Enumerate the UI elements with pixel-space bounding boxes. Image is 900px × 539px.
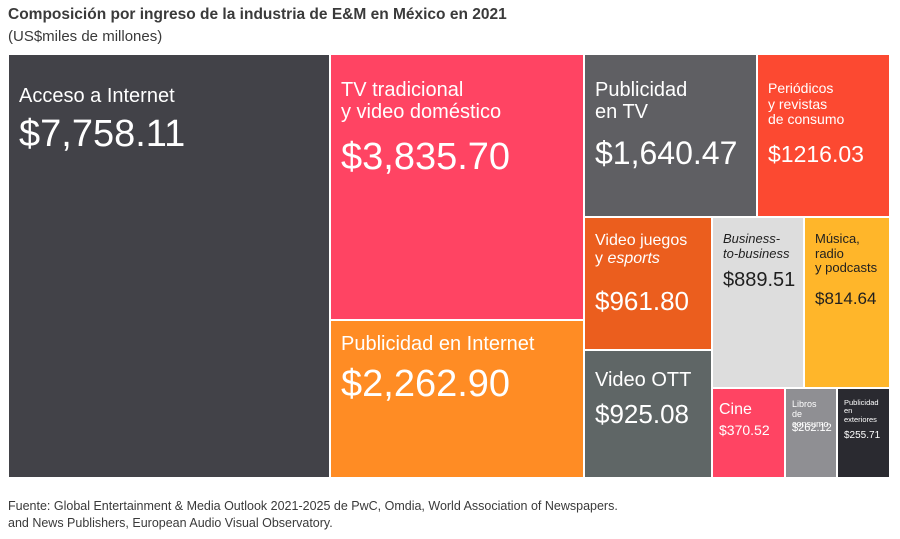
tile-publicidad-tv: Publicidad en TV $1,640.47 <box>584 54 757 217</box>
tile-value: $255.71 <box>844 430 881 441</box>
chart-subtitle: (US$miles de millones) <box>8 28 163 45</box>
tile-value: $814.64 <box>815 289 877 308</box>
tile-label: Video juegos y esports <box>595 232 688 267</box>
tile-label: Música, radio y podcasts <box>815 231 878 276</box>
treemap: Acceso a Internet $7,758.11 TV tradicional… <box>8 54 890 478</box>
tile-video-ott: Video OTT $925.08 <box>584 350 712 478</box>
tile-musica-radio-podcasts: Música, radio y podcasts $814.64 <box>804 217 890 388</box>
source-line-1: Fuente: Global Entertainment & Media Out… <box>8 499 618 513</box>
tile-libros-consumo: Libros de consumo $262.12 <box>785 388 837 478</box>
tile-value: $3,835.70 <box>341 136 511 178</box>
chart-title: Composición por ingreso de la industria … <box>8 6 507 23</box>
tile-label: Libros de consumo <box>792 399 829 430</box>
tile-label: Business-to-business <box>723 231 790 261</box>
tile-acceso-internet: Acceso a Internet $7,758.11 <box>8 54 330 478</box>
tile-label: Publicidad en Internet <box>341 333 535 355</box>
tile-tv-tradicional: TV tradicional y video doméstico $3,835.70 <box>330 54 584 320</box>
tile-value: $262.12 <box>792 422 832 434</box>
tile-publicidad-internet: Publicidad en Internet $2,262.90 <box>330 320 584 478</box>
tile-business-to-business: Business-to-business $889.51 <box>712 217 804 388</box>
tile-label: Cine <box>719 401 752 418</box>
tile-value: $889.51 <box>723 269 796 291</box>
tile-value: $370.52 <box>719 422 770 438</box>
tile-value: $1216.03 <box>768 141 864 167</box>
source-note: Fuente: Global Entertainment & Media Out… <box>8 498 618 532</box>
tile-value: $925.08 <box>595 399 689 429</box>
tile-video-juegos: Video juegos y esports $961.80 <box>584 217 712 350</box>
tile-label: Publicidad en TV <box>595 79 688 124</box>
tile-label: Publicidad en exteriores <box>844 398 879 424</box>
tile-cine: Cine $370.52 <box>712 388 785 478</box>
tile-label: Video OTT <box>595 369 692 391</box>
tile-value: $7,758.11 <box>19 113 186 155</box>
tile-publicidad-exteriores: Publicidad en exteriores $255.71 <box>837 388 890 478</box>
tile-label: TV tradicional y video doméstico <box>341 79 502 124</box>
tile-value: $961.80 <box>595 286 689 316</box>
tile-label: Periódicos y revistas de consumo <box>768 80 845 128</box>
tile-value: $2,262.90 <box>341 363 511 405</box>
tile-periodicos-revistas: Periódicos y revistas de consumo $1216.03 <box>757 54 890 217</box>
tile-label: Acceso a Internet <box>19 85 175 107</box>
tile-value: $1,640.47 <box>595 135 738 171</box>
source-line-2: and News Publishers, European Audio Visu… <box>8 516 333 530</box>
